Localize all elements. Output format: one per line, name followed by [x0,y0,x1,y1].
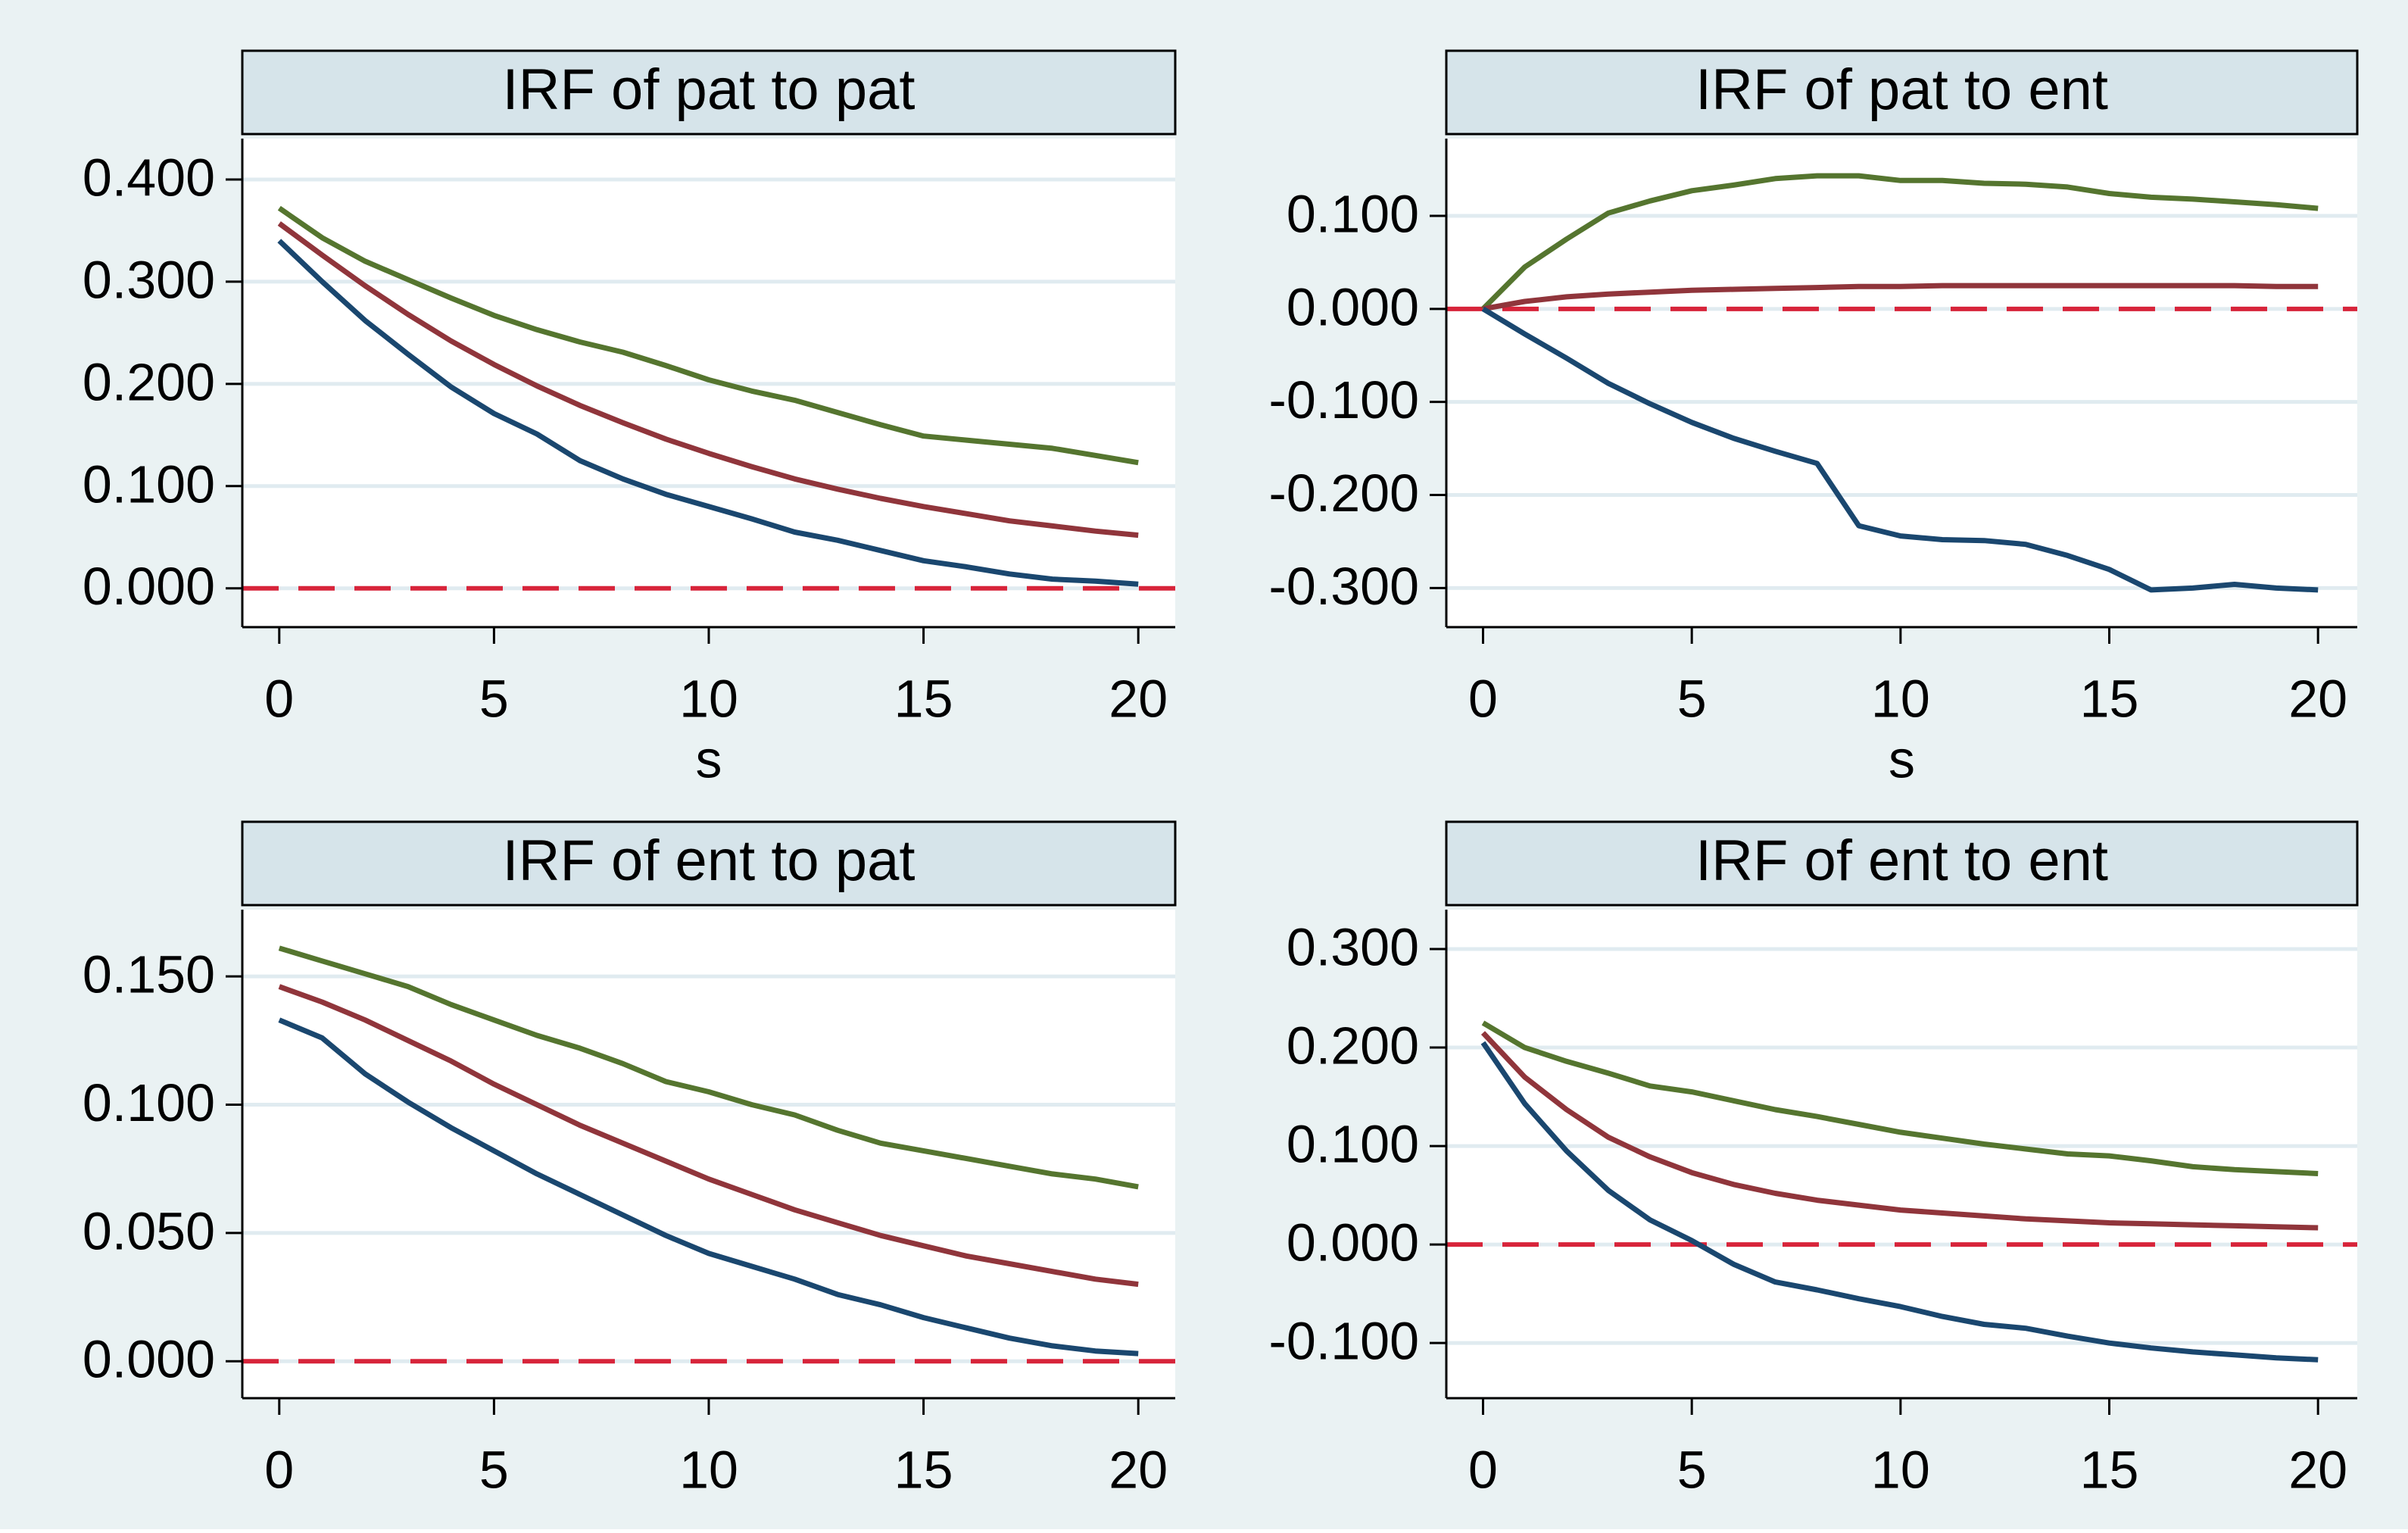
x-tick-label: 20 [1109,1440,1168,1499]
series-line [1482,283,2319,312]
chart-title: IRF of pat to pat [503,58,915,122]
y-tick-label: 0.300 [1287,918,1419,977]
y-tick-label: 0.100 [1287,1115,1419,1174]
x-tick-label: 15 [2080,1440,2139,1499]
series-line [1481,173,2319,311]
y-tick-label: 0.150 [83,945,215,1004]
x-tick-label: 5 [479,1440,509,1499]
x-tick-label: 10 [679,669,738,728]
x-tick-label: 0 [264,669,294,728]
y-tick-label: 0.300 [83,250,215,309]
x-axis-label: s [1889,729,1915,788]
plot-area [1446,910,2357,1398]
plot-area [242,910,1175,1398]
title-bar [1445,49,2359,136]
y-tick-label: -0.100 [1269,1312,1419,1371]
chart-title: IRF of pat to ent [1695,58,2108,122]
x-tick-label: 0 [1468,669,1498,728]
series-line [277,205,1139,466]
y-tick-label: 0.400 [83,148,215,207]
x-tick-label: 10 [679,1440,738,1499]
x-tick-label: 20 [2288,669,2347,728]
y-tick-label: -0.300 [1269,557,1419,616]
series-line [1480,1031,2319,1231]
y-tick-label: -0.200 [1269,464,1419,523]
y-tick-label: 0.000 [1287,1213,1419,1272]
x-tick-label: 15 [894,669,953,728]
series-line [1481,306,2319,593]
x-tick-label: 15 [2080,669,2139,728]
x-tick-label: 20 [1109,669,1168,728]
y-tick-label: 0.200 [83,352,215,411]
x-tick-label: 5 [1677,1440,1707,1499]
x-tick-label: 5 [1677,669,1707,728]
series-line [278,945,1139,1190]
plot-area [1446,139,2357,627]
series-line [277,221,1139,539]
series-line [1480,1041,2319,1363]
y-tick-label: -0.100 [1269,370,1419,429]
y-tick-label: 0.000 [83,1330,215,1389]
x-tick-label: 15 [894,1440,953,1499]
y-tick-label: 0.100 [1287,184,1419,243]
chart-title: IRF of ent to ent [1695,829,2108,893]
y-tick-label: 0.050 [83,1201,215,1260]
y-tick-label: 0.100 [83,1073,215,1132]
x-axis-label: s [696,729,722,788]
series-line [278,984,1139,1288]
y-tick-label: 0.000 [83,557,215,616]
x-tick-label: 0 [1468,1440,1498,1499]
x-tick-label: 10 [1871,1440,1930,1499]
x-tick-label: 5 [479,669,509,728]
series-line [278,1017,1139,1357]
title-bar [1445,820,2359,907]
y-tick-label: 0.000 [1287,277,1419,336]
title-bar [241,820,1177,907]
chart-title: IRF of ent to pat [503,829,915,893]
x-tick-label: 0 [264,1440,294,1499]
series-line [277,239,1139,587]
x-tick-label: 10 [1871,669,1930,728]
series-line [1481,1020,2319,1176]
title-bar [241,49,1177,136]
x-tick-label: 20 [2288,1440,2347,1499]
y-tick-label: 0.100 [83,454,215,514]
y-tick-label: 0.200 [1287,1016,1419,1076]
